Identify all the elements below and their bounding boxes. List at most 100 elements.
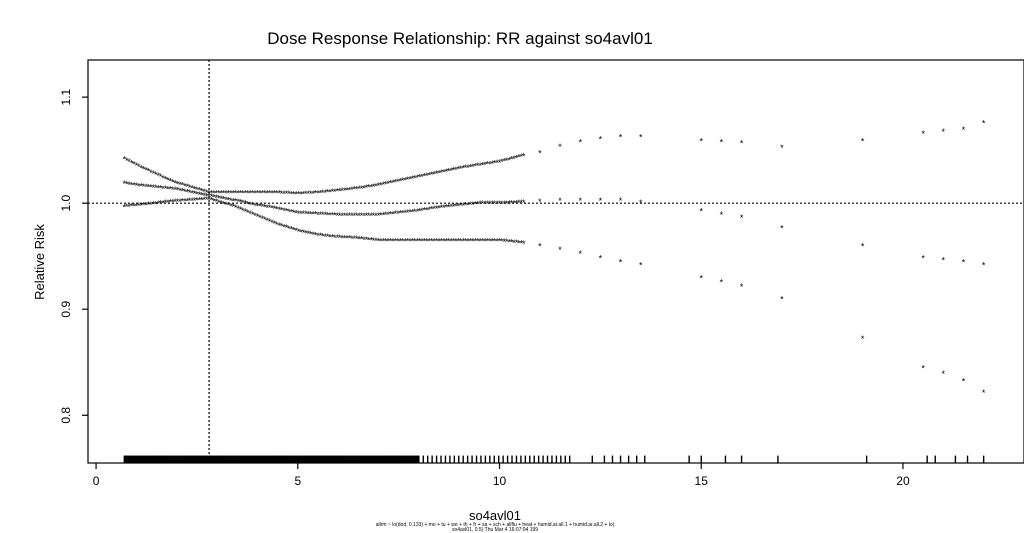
data-point: * bbox=[135, 201, 139, 211]
data-point: * bbox=[440, 168, 444, 178]
data-point: * bbox=[202, 195, 206, 205]
data-point: * bbox=[982, 261, 986, 271]
data-point: * bbox=[413, 236, 417, 246]
data-point: * bbox=[314, 189, 318, 199]
data-point: * bbox=[445, 236, 449, 246]
data-point: * bbox=[495, 236, 499, 246]
data-point: * bbox=[578, 196, 582, 206]
data-point: * bbox=[490, 199, 494, 209]
data-point: * bbox=[386, 210, 390, 220]
data-point: * bbox=[360, 211, 364, 221]
data-point: * bbox=[193, 189, 197, 199]
data-point: * bbox=[188, 183, 192, 193]
series-2: ****************************************… bbox=[123, 179, 986, 271]
data-point: * bbox=[471, 162, 475, 172]
data-point: * bbox=[515, 198, 519, 208]
data-point: * bbox=[190, 196, 194, 206]
data-point: * bbox=[360, 235, 364, 245]
data-point: * bbox=[139, 163, 143, 173]
data-point: * bbox=[294, 190, 298, 200]
data-point: * bbox=[198, 190, 202, 200]
data-point: * bbox=[449, 202, 453, 212]
data-point: * bbox=[367, 211, 371, 221]
data-point: * bbox=[474, 200, 478, 210]
data-point: * bbox=[428, 236, 432, 246]
data-point: * bbox=[224, 189, 228, 199]
data-point: * bbox=[246, 208, 250, 218]
data-point: * bbox=[403, 236, 407, 246]
data-point: * bbox=[365, 211, 369, 221]
data-point: * bbox=[464, 201, 468, 211]
data-point: * bbox=[474, 162, 478, 172]
data-point: * bbox=[323, 188, 327, 198]
data-point: * bbox=[251, 210, 255, 220]
data-point: * bbox=[447, 202, 451, 212]
data-point: * bbox=[432, 204, 436, 214]
data-point: * bbox=[139, 201, 143, 211]
data-point: * bbox=[362, 183, 366, 193]
data-point: * bbox=[355, 184, 359, 194]
data-point: * bbox=[408, 208, 412, 218]
data-point: * bbox=[304, 209, 308, 219]
rug-marks bbox=[123, 455, 985, 463]
data-point: * bbox=[244, 189, 248, 199]
data-point: * bbox=[137, 201, 141, 211]
data-point: * bbox=[435, 169, 439, 179]
data-point: * bbox=[178, 180, 182, 190]
data-point: * bbox=[256, 212, 260, 222]
data-point: * bbox=[326, 210, 330, 220]
data-point: * bbox=[466, 163, 470, 173]
data-point: * bbox=[161, 198, 165, 208]
data-point: * bbox=[447, 236, 451, 246]
data-point: * bbox=[452, 202, 456, 212]
data-point: * bbox=[483, 236, 487, 246]
data-point: * bbox=[328, 232, 332, 242]
data-point: * bbox=[297, 209, 301, 219]
data-point: * bbox=[350, 185, 354, 195]
data-point: * bbox=[181, 181, 185, 191]
data-point: * bbox=[452, 236, 456, 246]
data-point: * bbox=[425, 205, 429, 215]
data-point: * bbox=[248, 189, 252, 199]
data-point: * bbox=[389, 210, 393, 220]
data-point: * bbox=[699, 207, 703, 217]
data-point: * bbox=[292, 225, 296, 235]
data-point: * bbox=[466, 236, 470, 246]
data-point: * bbox=[307, 209, 311, 219]
data-point: * bbox=[430, 205, 434, 215]
data-point: * bbox=[343, 233, 347, 243]
data-point: * bbox=[449, 236, 453, 246]
data-point: * bbox=[340, 211, 344, 221]
data-point: * bbox=[263, 202, 267, 212]
y-tick-label: 0.8 bbox=[59, 407, 73, 424]
data-point: * bbox=[488, 159, 492, 169]
data-point: * bbox=[353, 211, 357, 221]
data-point: * bbox=[740, 213, 744, 223]
data-point: * bbox=[357, 184, 361, 194]
data-point: * bbox=[210, 189, 214, 199]
data-point: * bbox=[476, 161, 480, 171]
data-point: * bbox=[290, 225, 294, 235]
data-point: * bbox=[355, 211, 359, 221]
data-point: * bbox=[440, 236, 444, 246]
data-point: * bbox=[231, 196, 235, 206]
data-point: * bbox=[483, 160, 487, 170]
data-point: * bbox=[459, 164, 463, 174]
data-point: * bbox=[493, 159, 497, 169]
data-point: * bbox=[510, 238, 514, 248]
data-point: * bbox=[428, 205, 432, 215]
data-point: * bbox=[507, 237, 511, 247]
data-point: * bbox=[137, 162, 141, 172]
data-point: * bbox=[253, 201, 257, 211]
data-point: * bbox=[152, 200, 156, 210]
data-point: * bbox=[188, 196, 192, 206]
data-point: * bbox=[236, 189, 240, 199]
data-point: * bbox=[599, 196, 603, 206]
data-point: * bbox=[125, 202, 129, 212]
data-point: * bbox=[241, 198, 245, 208]
data-point: * bbox=[275, 220, 279, 230]
data-point: * bbox=[270, 189, 274, 199]
data-point: * bbox=[942, 255, 946, 265]
data-point: * bbox=[720, 278, 724, 288]
data-point: * bbox=[149, 168, 153, 178]
